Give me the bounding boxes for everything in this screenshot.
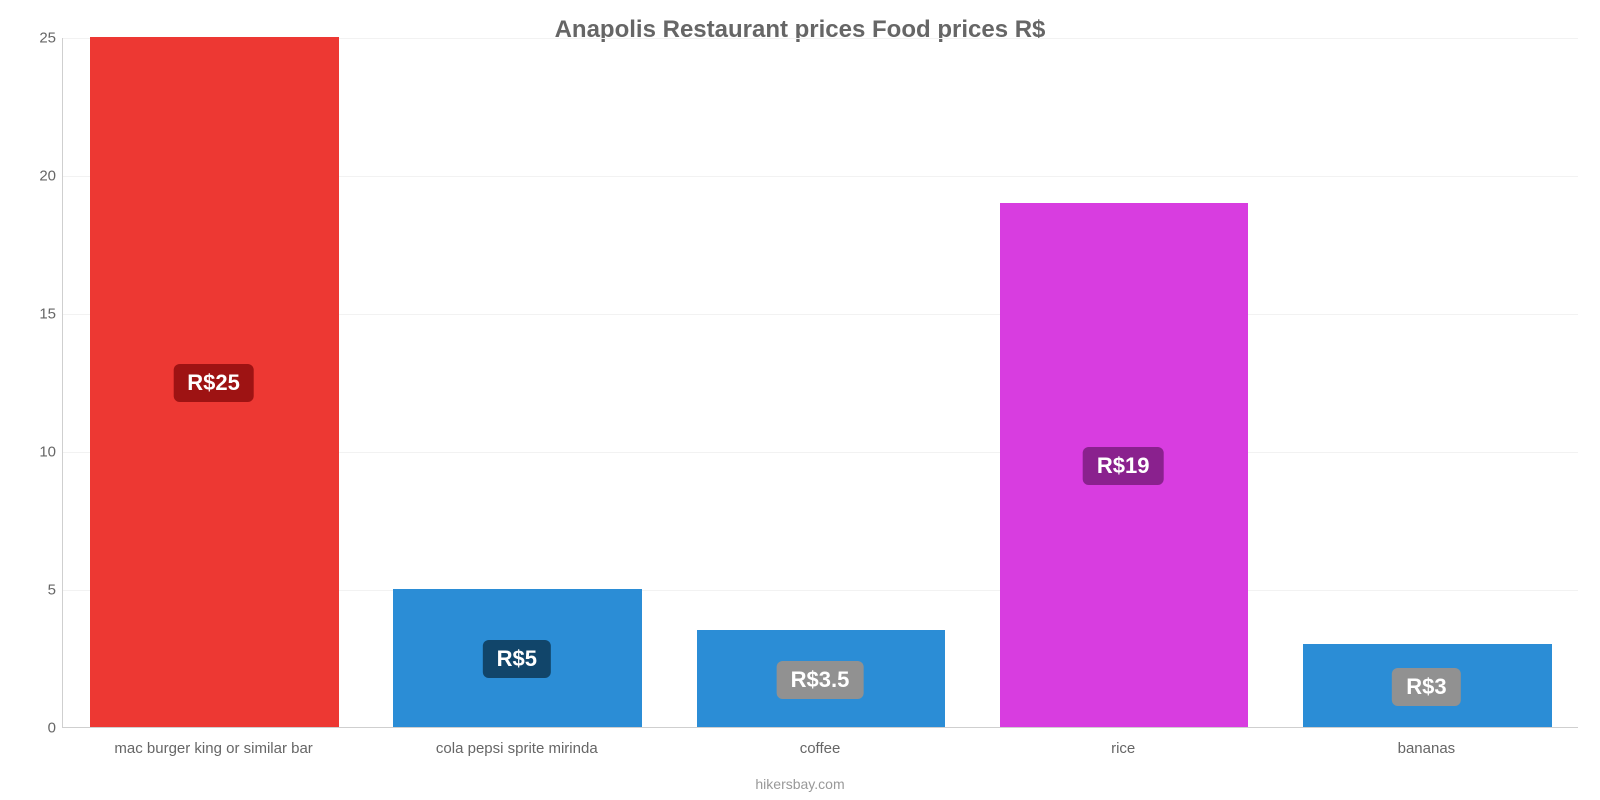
x-axis-label: coffee <box>800 740 841 757</box>
value-badge: R$19 <box>1083 447 1164 485</box>
x-axis-label: bananas <box>1398 740 1456 757</box>
x-axis-label: rice <box>1111 740 1135 757</box>
value-badge: R$3.5 <box>777 661 864 699</box>
ytick-label: 15 <box>6 306 56 323</box>
value-badge: R$5 <box>483 640 551 678</box>
ytick-label: 20 <box>6 168 56 185</box>
ytick-label: 10 <box>6 444 56 461</box>
ytick-label: 25 <box>6 30 56 47</box>
ytick-label: 5 <box>6 582 56 599</box>
x-axis-label: mac burger king or similar bar <box>114 740 312 757</box>
value-badge: R$3 <box>1392 668 1460 706</box>
credits-text: hikersbay.com <box>0 776 1600 792</box>
x-axis-label: cola pepsi sprite mirinda <box>436 740 598 757</box>
plot-area <box>62 38 1578 728</box>
value-badge: R$25 <box>173 364 254 402</box>
ytick-label: 0 <box>6 720 56 737</box>
